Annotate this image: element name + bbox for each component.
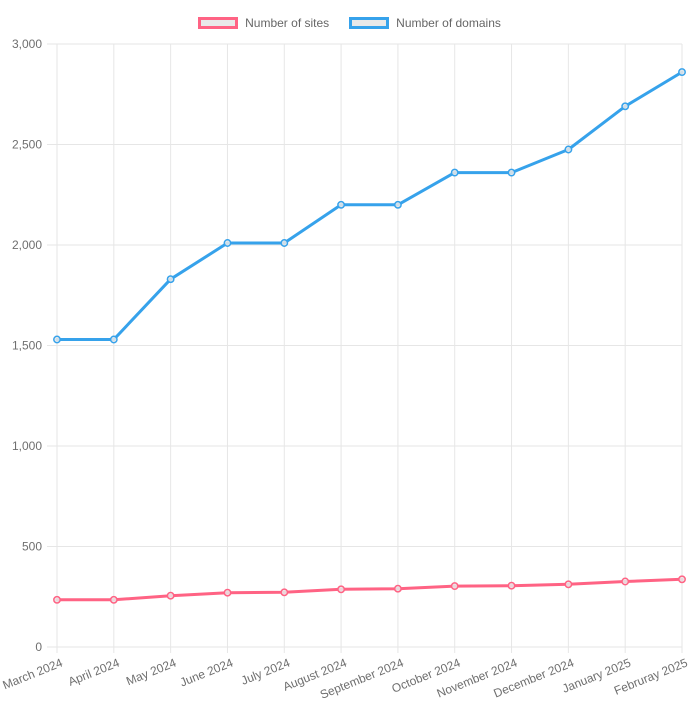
- x-tick-label: March 2024: [1, 655, 65, 692]
- legend-label-domains: Number of domains: [396, 16, 501, 30]
- chart-legend: Number of sites Number of domains: [0, 17, 699, 29]
- y-tick-label: 500: [22, 540, 42, 554]
- data-point[interactable]: [280, 239, 289, 247]
- data-point[interactable]: [507, 581, 516, 590]
- data-point[interactable]: [564, 145, 573, 154]
- x-tick-label: April 2024: [66, 655, 122, 688]
- data-point[interactable]: [166, 591, 175, 600]
- legend-label-sites: Number of sites: [245, 16, 330, 30]
- data-point[interactable]: [564, 580, 573, 589]
- data-point[interactable]: [450, 582, 459, 591]
- x-tick-label: May 2024: [124, 655, 178, 688]
- y-tick-label: 0: [35, 640, 42, 654]
- data-point[interactable]: [393, 200, 402, 209]
- series-line: [55, 70, 684, 341]
- series-line: [55, 577, 684, 602]
- y-tick-label: 2,500: [12, 138, 42, 152]
- data-point[interactable]: [280, 588, 289, 597]
- legend-swatch-sites: [198, 17, 239, 29]
- data-point[interactable]: [678, 575, 686, 584]
- data-point[interactable]: [166, 275, 175, 284]
- legend-item-number-of-domains[interactable]: Number of domains: [349, 17, 501, 29]
- data-point[interactable]: [337, 200, 346, 209]
- data-point[interactable]: [337, 585, 346, 594]
- data-point[interactable]: [53, 595, 61, 604]
- legend-item-number-of-sites[interactable]: Number of sites: [198, 17, 329, 29]
- data-point[interactable]: [393, 584, 402, 593]
- y-tick-label: 2,000: [12, 238, 42, 252]
- legend-swatch-domains: [349, 17, 390, 29]
- data-point[interactable]: [621, 102, 630, 111]
- data-point[interactable]: [53, 335, 61, 344]
- data-point[interactable]: [109, 335, 118, 344]
- data-point[interactable]: [507, 168, 516, 177]
- y-tick-label: 1,500: [12, 339, 42, 353]
- data-point[interactable]: [223, 588, 232, 597]
- data-point[interactable]: [109, 595, 118, 604]
- y-tick-label: 3,000: [12, 37, 42, 51]
- data-point[interactable]: [450, 168, 459, 177]
- data-point[interactable]: [223, 239, 232, 247]
- x-tick-label: June 2024: [178, 655, 236, 689]
- data-point[interactable]: [678, 68, 686, 77]
- y-tick-label: 1,000: [12, 439, 42, 453]
- data-point[interactable]: [621, 577, 630, 586]
